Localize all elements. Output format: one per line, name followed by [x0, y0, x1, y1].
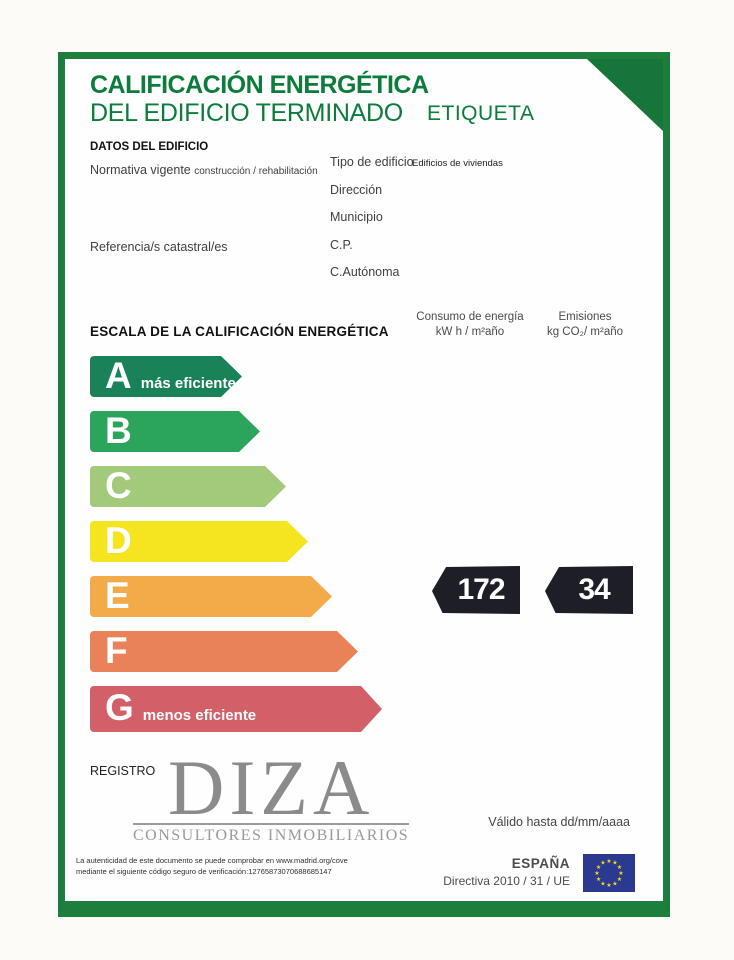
valid-until-label: Válido hasta dd/mm/aaaa — [488, 815, 630, 829]
logo-underline — [133, 823, 409, 825]
svg-text:★: ★ — [600, 860, 605, 867]
field-row-tipo-edificio: Tipo de edificio Edificios de viviendas — [330, 155, 503, 173]
energy-scale-arrow: G menos eficiente — [90, 686, 382, 732]
energy-scale-arrow: B — [90, 411, 260, 452]
consumption-rating-value: 172 — [457, 573, 505, 606]
country-block: ESPAÑA Directiva 2010 / 31 / UE — [420, 856, 570, 888]
svg-text:★: ★ — [596, 864, 601, 871]
consumption-column-header: Consumo de energía kW h / m²año — [405, 310, 535, 340]
scale-row-label: menos eficiente — [142, 707, 257, 724]
emissions-title: Emisiones — [558, 311, 612, 323]
emissions-rating-tag: 34 — [545, 566, 633, 614]
scale-letter: B — [105, 410, 132, 451]
scale-letter: G — [105, 687, 134, 728]
normativa-label: Normativa vigente — [90, 163, 191, 177]
directive-label: Directiva 2010 / 31 / UE — [443, 874, 570, 888]
registro-label: REGISTRO — [90, 764, 156, 778]
svg-text:★: ★ — [596, 876, 601, 883]
field-label: C.P. — [330, 237, 353, 252]
building-data-section-title: DATOS DEL EDIFICIO — [90, 141, 209, 153]
scale-letter: A — [105, 355, 132, 396]
field-label: Tipo de edificio — [330, 155, 414, 169]
diza-logo: DIZA — [168, 744, 375, 831]
scale-row-label: más eficiente — [140, 375, 236, 392]
fine-print-line2: mediante el siguiente código seguro de v… — [76, 867, 332, 876]
field-row-c-autonoma: C.Autónoma — [330, 265, 503, 283]
page-title-line2: DEL EDIFICIO TERMINADO — [90, 99, 403, 127]
emissions-rating-value: 34 — [578, 573, 610, 606]
field-row-municipio: Municipio — [330, 210, 503, 228]
catastral-reference-label: Referencia/s catastral/es — [90, 240, 228, 254]
emissions-unit: kg CO₂/ m²año — [546, 326, 624, 338]
scale-letter: F — [105, 630, 128, 671]
svg-text:★: ★ — [606, 882, 611, 889]
svg-text:★: ★ — [600, 880, 605, 887]
svg-text:★: ★ — [606, 858, 611, 865]
svg-text:★: ★ — [618, 870, 623, 877]
energy-scale-arrow: D — [90, 521, 308, 562]
etiqueta-label: ETIQUETA — [427, 102, 535, 125]
eu-flag-icon: ★ ★ ★ ★ ★ ★ ★ ★ ★ ★ ★ ★ — [583, 854, 635, 892]
building-fields-column: Tipo de edificio Edificios de viviendas … — [330, 155, 503, 293]
energy-scale-arrow: C — [90, 466, 286, 507]
field-label: Municipio — [330, 210, 383, 224]
country-label: ESPAÑA — [511, 856, 570, 871]
svg-text:★: ★ — [617, 876, 622, 883]
field-value: Edificios de viviendas — [412, 158, 503, 169]
emissions-column-header: Emisiones kg CO₂/ m²año — [525, 310, 645, 340]
field-row-direccion: Dirección — [330, 183, 503, 201]
field-label: C.Autónoma — [330, 265, 400, 279]
energy-scale-arrow: E — [90, 576, 332, 617]
consumption-rating-tag: 172 — [432, 566, 520, 614]
energy-scale-rows: A más eficiente B C D E F G menos eficie… — [90, 356, 382, 746]
diza-logo-subtitle: CONSULTORES INMOBILIARIOS — [133, 827, 410, 844]
page-title-line1: CALIFICACIÓN ENERGÉTICA — [90, 71, 429, 99]
svg-text:★: ★ — [594, 870, 599, 877]
scale-section-title: ESCALA DE LA CALIFICACIÓN ENERGÉTICA — [90, 324, 389, 339]
svg-text:★: ★ — [612, 860, 617, 867]
svg-text:★: ★ — [617, 864, 622, 871]
normativa-field-label: Normativa vigente construcción / rehabil… — [90, 163, 318, 177]
svg-text:★: ★ — [612, 880, 617, 887]
energy-scale-arrow: F — [90, 631, 358, 672]
fine-print-line1: La autenticidad de este documento se pue… — [76, 856, 348, 865]
field-label: Dirección — [330, 182, 383, 197]
scale-letter: D — [105, 520, 132, 561]
normativa-sublabel: construcción / rehabilitación — [194, 166, 318, 177]
authenticity-fine-print: La autenticidad de este documento se pue… — [76, 855, 348, 877]
energy-scale-arrow: A más eficiente — [90, 356, 242, 397]
consumption-unit: kW h / m²año — [435, 326, 505, 338]
consumption-title: Consumo de energía — [416, 311, 524, 323]
scale-letter: C — [105, 465, 132, 506]
scale-letter: E — [105, 575, 130, 616]
field-row-cp: C.P. — [330, 238, 503, 256]
